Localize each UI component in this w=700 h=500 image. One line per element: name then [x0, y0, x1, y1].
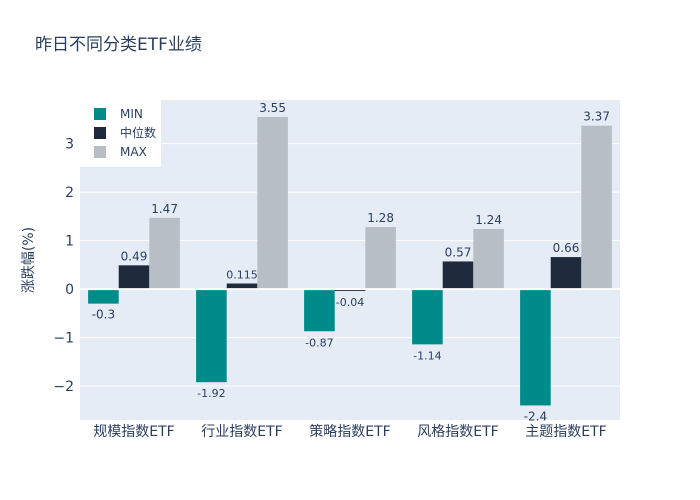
bar[interactable] — [473, 228, 504, 290]
data-label: -0.3 — [92, 308, 115, 322]
data-label: 1.47 — [151, 202, 178, 216]
data-label: 0.57 — [445, 245, 472, 259]
bar[interactable] — [581, 125, 612, 290]
chart-title: 昨日不同分类ETF业绩 — [35, 35, 202, 55]
bars — [88, 116, 612, 406]
legend-background — [80, 100, 161, 167]
x-tick-label: 策略指数ETF — [309, 423, 390, 440]
legend-label[interactable]: MIN — [120, 107, 143, 121]
legend-label[interactable]: MAX — [120, 145, 147, 159]
y-axis-ticks: −2 −1 0 1 2 3 — [53, 137, 74, 395]
bar[interactable] — [520, 289, 551, 406]
x-tick-label: 风格指数ETF — [417, 424, 498, 440]
data-label: 3.37 — [583, 110, 610, 124]
data-label: -2.4 — [524, 409, 547, 423]
bar[interactable] — [226, 283, 258, 290]
legend-swatch[interactable] — [94, 108, 106, 120]
y-tick-label: −2 — [53, 379, 74, 395]
legend[interactable]: MIN 中位数 MAX — [80, 100, 161, 167]
bar[interactable] — [88, 289, 119, 304]
y-tick-label: −1 — [53, 331, 74, 347]
bar[interactable] — [196, 289, 227, 383]
data-label: -0.04 — [336, 296, 364, 309]
y-tick-label: 1 — [65, 234, 74, 250]
bar[interactable] — [365, 227, 396, 290]
legend-swatch[interactable] — [94, 146, 106, 158]
y-tick-label: 0 — [65, 282, 74, 298]
data-label: 0.49 — [121, 249, 148, 263]
data-label: -0.87 — [305, 336, 333, 349]
bar[interactable] — [550, 257, 582, 290]
data-label: -1.92 — [197, 387, 225, 400]
legend-swatch[interactable] — [94, 127, 106, 139]
data-label: 0.115 — [226, 269, 258, 282]
x-axis-ticks: 规模指数ETF 行业指数ETF 策略指数ETF 风格指数ETF 主题指数ETF — [93, 423, 606, 440]
y-tick-label: 2 — [65, 185, 74, 201]
bar[interactable] — [149, 217, 180, 290]
data-label: 3.55 — [259, 101, 286, 115]
bar[interactable] — [442, 261, 474, 290]
data-label: -1.14 — [413, 349, 441, 362]
y-axis-label: 涨跌幅(%) — [21, 227, 37, 293]
x-tick-label: 主题指数ETF — [525, 424, 606, 440]
bar[interactable] — [257, 116, 288, 290]
y-tick-label: 3 — [65, 137, 74, 153]
legend-label[interactable]: 中位数 — [120, 125, 156, 140]
x-tick-label: 规模指数ETF — [93, 424, 174, 440]
data-label: 0.66 — [553, 241, 580, 255]
bar[interactable] — [304, 289, 335, 332]
x-tick-label: 行业指数ETF — [201, 424, 282, 440]
bar[interactable] — [118, 265, 150, 290]
bar[interactable] — [412, 289, 443, 345]
data-label: 1.28 — [367, 211, 394, 225]
data-labels: -0.3 0.49 1.47 -1.92 0.115 3.55 -0.87 -0.04 1.28… — [92, 101, 610, 423]
data-label: 1.24 — [475, 213, 502, 227]
